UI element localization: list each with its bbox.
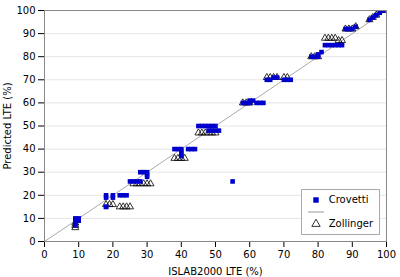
svg-text:40: 40 xyxy=(175,249,188,260)
svg-text:60: 60 xyxy=(243,249,256,260)
svg-text:80: 80 xyxy=(23,51,36,62)
svg-text:20: 20 xyxy=(23,190,36,201)
svg-text:10: 10 xyxy=(72,249,85,260)
svg-text:90: 90 xyxy=(23,28,36,39)
svg-text:0: 0 xyxy=(29,236,35,247)
svg-text:0: 0 xyxy=(41,249,47,260)
svg-text:40: 40 xyxy=(23,143,36,154)
svg-text:70: 70 xyxy=(278,249,291,260)
svg-text:80: 80 xyxy=(312,249,325,260)
html-text:Zollinger: Zollinger xyxy=(328,218,373,229)
svg-text:50: 50 xyxy=(23,120,36,131)
svg-text:Predicted LTE (%): Predicted LTE (%) xyxy=(2,82,13,169)
svg-text:60: 60 xyxy=(23,97,36,108)
svg-text:100: 100 xyxy=(377,249,396,260)
svg-text:30: 30 xyxy=(141,249,154,260)
svg-text:100: 100 xyxy=(16,5,35,16)
svg-text:ISLAB2000 LTE (%): ISLAB2000 LTE (%) xyxy=(168,266,263,277)
svg-text:70: 70 xyxy=(23,74,36,85)
svg-text:20: 20 xyxy=(107,249,120,260)
svg-text:10: 10 xyxy=(23,213,36,224)
svg-text:90: 90 xyxy=(346,249,359,260)
svg-text:30: 30 xyxy=(23,166,36,177)
svg-text:50: 50 xyxy=(209,249,222,260)
html-text:Crovetti: Crovetti xyxy=(328,194,369,205)
